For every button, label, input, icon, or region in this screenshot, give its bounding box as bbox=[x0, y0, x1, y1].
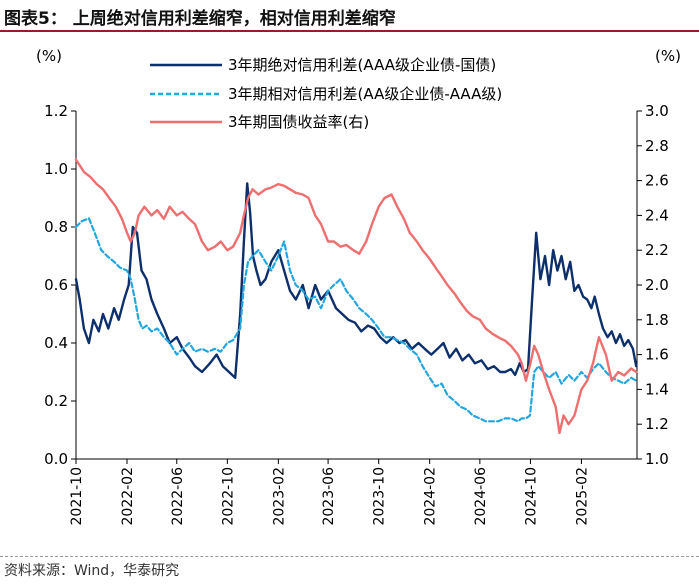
x-tick-label: 2023-06 bbox=[321, 467, 337, 526]
y-right-tick-label: 1.6 bbox=[645, 346, 669, 364]
series-abs-spread-line bbox=[74, 182, 638, 379]
legend-label: 3年期相对信用利差(AA级企业债-AAA级) bbox=[228, 85, 502, 103]
y-left-tick-label: 1.2 bbox=[44, 102, 68, 120]
x-tick-label: 2022-02 bbox=[120, 467, 136, 526]
title-bar: 图表5： 上周绝对信用利差缩窄，相对信用利差缩窄 bbox=[0, 0, 699, 32]
series-rel-spread-line bbox=[74, 217, 638, 423]
source-note: 资料来源：Wind，华泰研究 bbox=[4, 563, 180, 579]
y-left-unit: (%) bbox=[36, 47, 62, 65]
y-left-tick-label: 0.6 bbox=[44, 276, 68, 294]
line-chart: (%) (%) 0.0 0.2 0.4 0.6 0.8 1.0 1.2 1.0 1.2 1.4 1.6 1… bbox=[36, 47, 681, 526]
y-right-tick-label: 2.0 bbox=[645, 276, 669, 294]
y-right-tick-label: 3.0 bbox=[645, 102, 669, 120]
y-left-tick-label: 1.0 bbox=[44, 160, 68, 178]
y-right-tick-label: 2.6 bbox=[645, 172, 669, 190]
y-right-tick-label: 1.0 bbox=[645, 450, 669, 468]
y-right-tick-label: 1.8 bbox=[645, 311, 669, 329]
y-right-tick-label: 2.2 bbox=[645, 241, 669, 259]
chart-title: 图表5： 上周绝对信用利差缩窄，相对信用利差缩窄 bbox=[4, 9, 396, 29]
y-left-tick-label: 0.4 bbox=[44, 334, 68, 352]
x-tick-label: 2023-02 bbox=[271, 467, 287, 526]
y-right-tick-label: 1.2 bbox=[645, 415, 669, 433]
x-tick-label: 2025-02 bbox=[574, 467, 590, 526]
x-tick-label: 2022-06 bbox=[170, 467, 186, 526]
y-right-tick-label: 2.8 bbox=[645, 137, 669, 155]
x-tick-label: 2022-10 bbox=[220, 467, 236, 526]
footer-divider bbox=[0, 556, 699, 558]
x-tick-label: 2024-02 bbox=[423, 467, 439, 526]
legend-label: 3年期绝对信用利差(AAA级企业债-国债) bbox=[228, 56, 496, 74]
x-tick-label: 2024-06 bbox=[473, 467, 489, 526]
y-left-tick-label: 0.2 bbox=[44, 392, 68, 410]
x-tick-label: 2021-10 bbox=[69, 467, 85, 526]
y-right-unit: (%) bbox=[655, 47, 681, 65]
y-left-tick-label: 0.0 bbox=[44, 450, 68, 468]
x-tick-label: 2024-10 bbox=[523, 467, 539, 526]
series-yield-line bbox=[74, 158, 638, 435]
x-tick-label: 2023-10 bbox=[372, 467, 388, 526]
y-left-tick-label: 0.8 bbox=[44, 218, 68, 236]
legend-label: 3年期国债收益率(右) bbox=[228, 113, 369, 131]
y-right-tick-label: 2.4 bbox=[645, 206, 669, 224]
y-right-tick-label: 1.4 bbox=[645, 380, 669, 398]
